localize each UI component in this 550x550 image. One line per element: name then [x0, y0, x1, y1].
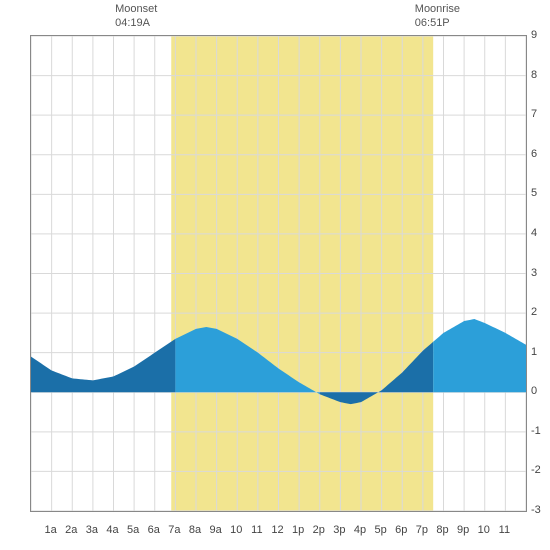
y-axis: -3-2-10123456789 [531, 35, 550, 510]
x-tick: 12 [271, 524, 283, 536]
x-tick: 6a [148, 524, 160, 536]
y-tick: 3 [531, 267, 537, 279]
tide-chart: Moonset 04:19A Moonrise 06:51P 1a 2a 3a 4a 5… [0, 0, 550, 550]
moonset-label: Moonset 04:19A [115, 2, 157, 31]
y-tick: -2 [531, 464, 541, 476]
x-tick: 8p [436, 524, 448, 536]
x-tick: 5p [375, 524, 387, 536]
x-tick: 10 [478, 524, 490, 536]
y-tick: 0 [531, 385, 537, 397]
y-tick: -1 [531, 425, 541, 437]
y-tick: 5 [531, 187, 537, 199]
x-tick: 5a [127, 524, 139, 536]
x-tick: 4a [106, 524, 118, 536]
x-tick: 11 [251, 524, 262, 536]
x-tick: 10 [230, 524, 242, 536]
y-tick: 6 [531, 148, 537, 160]
y-tick: 8 [531, 69, 537, 81]
y-tick: -3 [531, 504, 541, 516]
x-tick: 1p [292, 524, 304, 536]
moon-labels: Moonset 04:19A Moonrise 06:51P [0, 0, 550, 35]
x-tick: 3a [86, 524, 98, 536]
x-axis: 1a 2a 3a 4a 5a 6a 7a 8a 9a 10 11 12 1p 2p 3p 4p 5p 6p 7p 8p… [30, 524, 525, 544]
x-tick: 9p [457, 524, 469, 536]
x-tick: 7p [416, 524, 428, 536]
x-tick: 3p [333, 524, 345, 536]
y-tick: 1 [531, 346, 537, 358]
moonset-title: Moonset [115, 2, 157, 16]
x-tick: 2a [65, 524, 77, 536]
y-tick: 7 [531, 108, 537, 120]
x-tick: 9a [210, 524, 222, 536]
y-tick: 2 [531, 306, 537, 318]
y-tick: 4 [531, 227, 537, 239]
x-tick: 8a [189, 524, 201, 536]
x-tick: 7a [168, 524, 180, 536]
x-tick: 4p [354, 524, 366, 536]
moonrise-title: Moonrise [415, 2, 460, 16]
moonrise-time: 06:51P [415, 16, 460, 30]
x-tick: 1a [45, 524, 57, 536]
x-tick: 11 [499, 524, 510, 536]
y-tick: 9 [531, 29, 537, 41]
x-tick: 2p [313, 524, 325, 536]
plot-svg [31, 36, 526, 511]
moonrise-label: Moonrise 06:51P [415, 2, 460, 31]
plot-area [30, 35, 527, 512]
x-tick: 6p [395, 524, 407, 536]
moonset-time: 04:19A [115, 16, 157, 30]
